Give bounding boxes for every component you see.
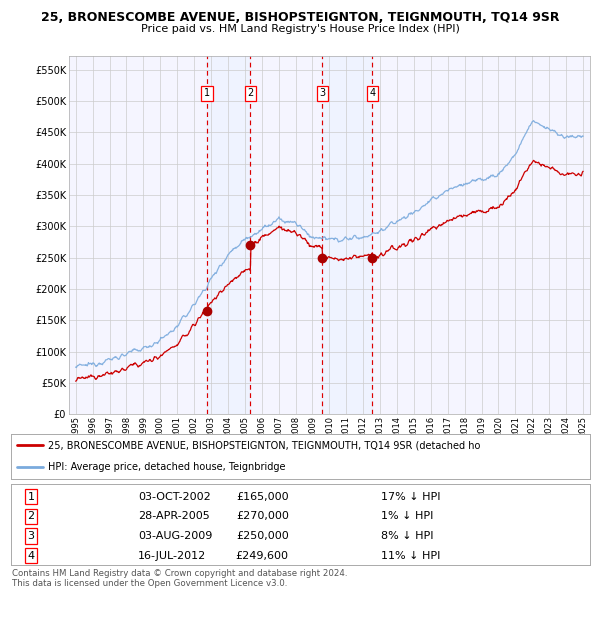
Text: 3: 3 [319, 89, 326, 99]
Text: 16-JUL-2012: 16-JUL-2012 [138, 551, 206, 560]
Text: 4: 4 [369, 89, 376, 99]
Text: 17% ↓ HPI: 17% ↓ HPI [382, 492, 441, 502]
Text: 1% ↓ HPI: 1% ↓ HPI [382, 512, 434, 521]
Text: £249,600: £249,600 [236, 551, 289, 560]
Text: 03-AUG-2009: 03-AUG-2009 [138, 531, 212, 541]
Text: £165,000: £165,000 [236, 492, 289, 502]
Text: Price paid vs. HM Land Registry's House Price Index (HPI): Price paid vs. HM Land Registry's House … [140, 24, 460, 34]
Text: 2: 2 [28, 512, 35, 521]
Text: 1: 1 [204, 89, 210, 99]
Text: 28-APR-2005: 28-APR-2005 [138, 512, 210, 521]
Text: 2: 2 [247, 89, 254, 99]
Text: HPI: Average price, detached house, Teignbridge: HPI: Average price, detached house, Teig… [49, 463, 286, 472]
Text: 4: 4 [28, 551, 35, 560]
Text: Contains HM Land Registry data © Crown copyright and database right 2024.
This d: Contains HM Land Registry data © Crown c… [12, 569, 347, 588]
Text: 8% ↓ HPI: 8% ↓ HPI [382, 531, 434, 541]
Bar [207, 56, 250, 414]
Text: 3: 3 [28, 531, 35, 541]
Text: 25, BRONESCOMBE AVENUE, BISHOPSTEIGNTON, TEIGNMOUTH, TQ14 9SR: 25, BRONESCOMBE AVENUE, BISHOPSTEIGNTON,… [41, 11, 559, 24]
Text: 03-OCT-2002: 03-OCT-2002 [138, 492, 211, 502]
Text: 11% ↓ HPI: 11% ↓ HPI [382, 551, 441, 560]
Text: 1: 1 [28, 492, 35, 502]
Text: £270,000: £270,000 [236, 512, 289, 521]
Text: £250,000: £250,000 [236, 531, 289, 541]
Bar [322, 56, 373, 414]
Text: 25, BRONESCOMBE AVENUE, BISHOPSTEIGNTON, TEIGNMOUTH, TQ14 9SR (detached ho: 25, BRONESCOMBE AVENUE, BISHOPSTEIGNTON,… [49, 440, 481, 450]
